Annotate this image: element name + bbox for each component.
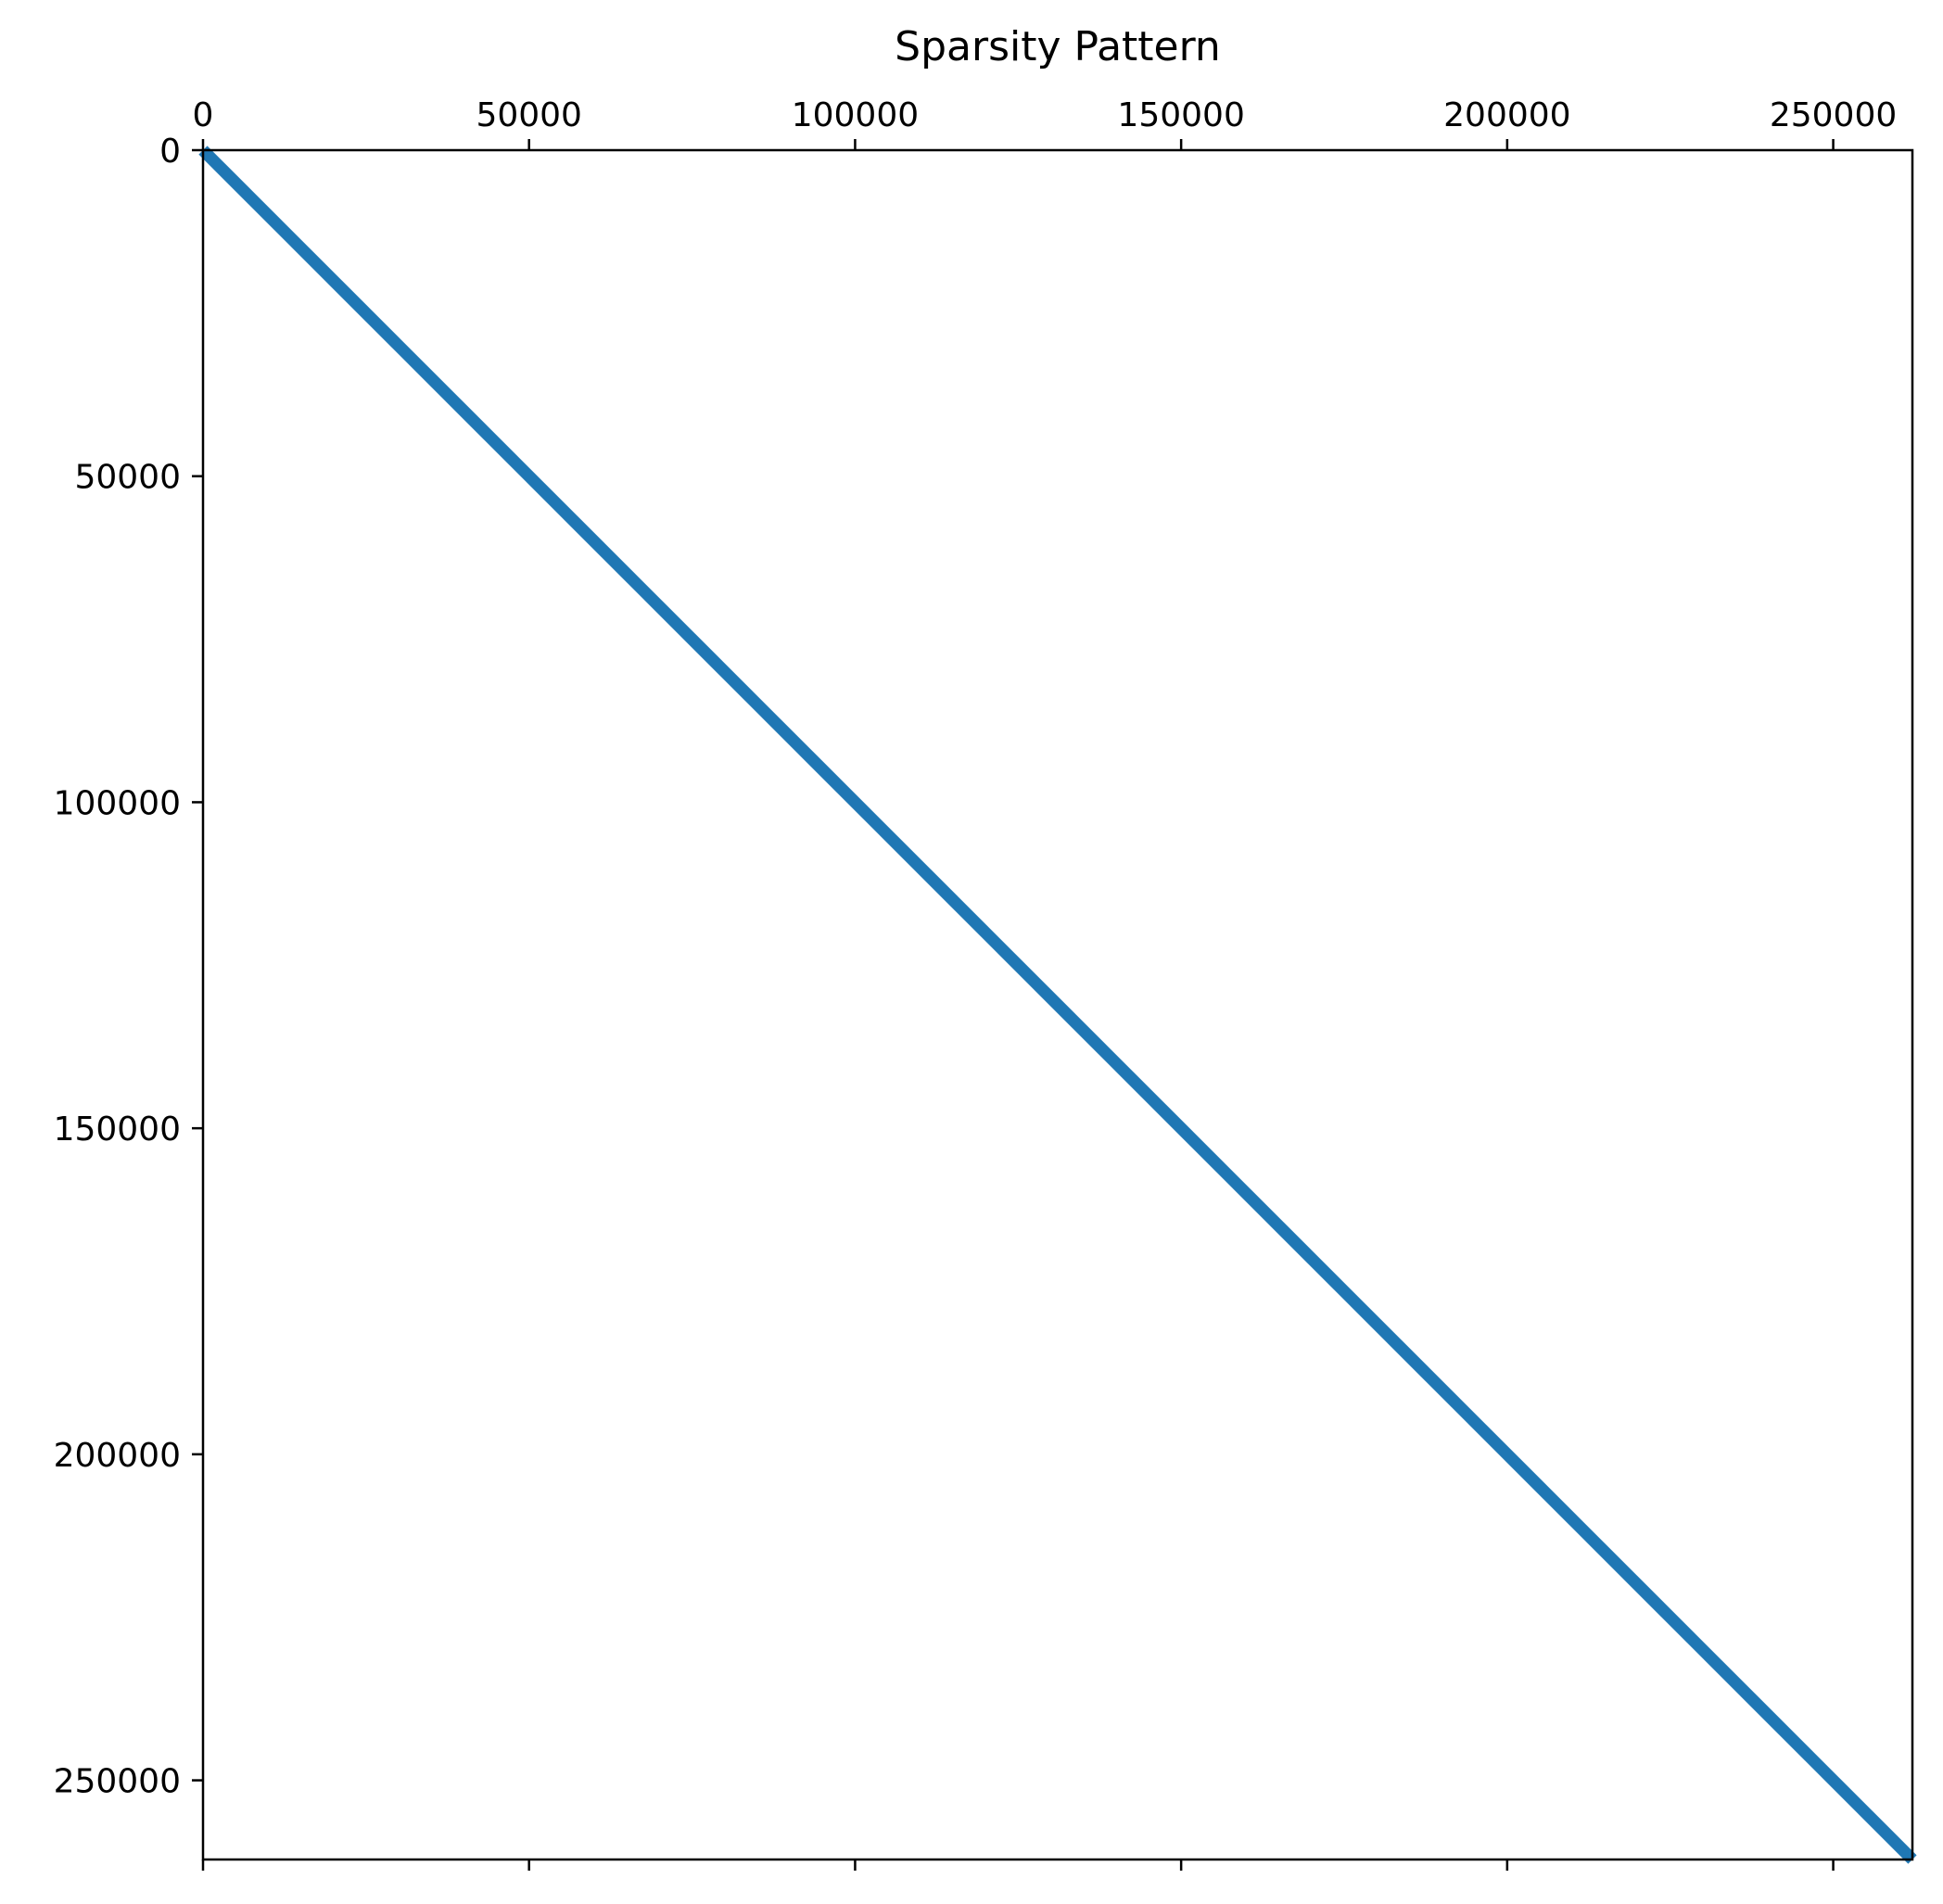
- x-tick-label: 250000: [1770, 96, 1897, 134]
- plot-area: [198, 146, 1917, 1864]
- y-tick-label: 250000: [54, 1763, 181, 1801]
- axes-frame: [201, 148, 1914, 1861]
- y-axis: 0 50000 100000 150000 200000 250000: [54, 133, 203, 1801]
- chart-title: Sparsity Pattern: [895, 23, 1221, 70]
- y-tick-label: 0: [159, 133, 181, 171]
- x-tick-label: 50000: [476, 96, 582, 134]
- x-axis: 0 50000 100000 150000 200000 250000: [193, 96, 1897, 1871]
- y-tick-label: 100000: [54, 784, 181, 822]
- x-tick-label: 0: [193, 96, 214, 134]
- y-tick-label: 50000: [74, 459, 181, 497]
- x-tick-label: 100000: [792, 96, 919, 134]
- x-tick-label: 200000: [1443, 96, 1570, 134]
- nonzero-diagonal: [198, 146, 1917, 1864]
- x-tick-label: 150000: [1117, 96, 1244, 134]
- y-tick-label: 200000: [54, 1437, 181, 1475]
- y-tick-label: 150000: [54, 1111, 181, 1149]
